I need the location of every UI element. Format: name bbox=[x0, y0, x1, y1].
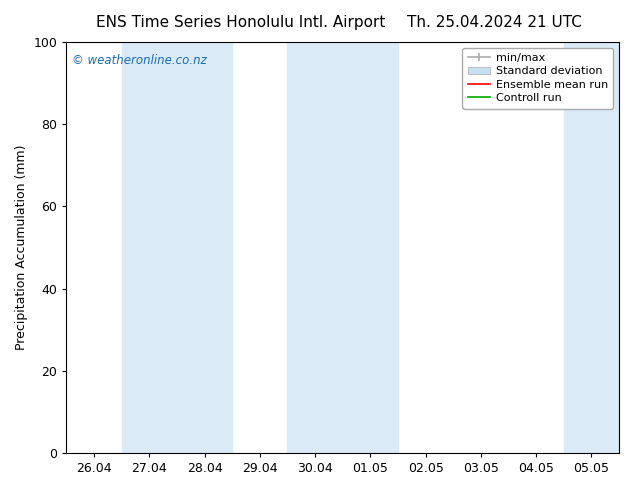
Bar bbox=[564, 42, 619, 453]
Text: ENS Time Series Honolulu Intl. Airport: ENS Time Series Honolulu Intl. Airport bbox=[96, 15, 385, 30]
Bar bbox=[287, 42, 398, 453]
Bar bbox=[122, 42, 232, 453]
Text: © weatheronline.co.nz: © weatheronline.co.nz bbox=[72, 54, 207, 68]
Text: Th. 25.04.2024 21 UTC: Th. 25.04.2024 21 UTC bbox=[407, 15, 582, 30]
Legend: min/max, Standard deviation, Ensemble mean run, Controll run: min/max, Standard deviation, Ensemble me… bbox=[462, 48, 614, 109]
Y-axis label: Precipitation Accumulation (mm): Precipitation Accumulation (mm) bbox=[15, 145, 28, 350]
